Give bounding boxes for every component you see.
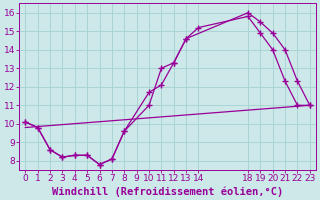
X-axis label: Windchill (Refroidissement éolien,°C): Windchill (Refroidissement éolien,°C) [52,186,283,197]
